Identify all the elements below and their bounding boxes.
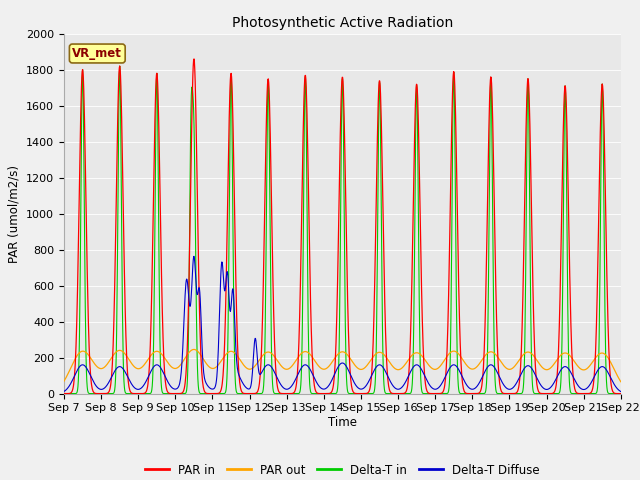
Text: VR_met: VR_met <box>72 47 122 60</box>
X-axis label: Time: Time <box>328 416 357 429</box>
Legend: PAR in, PAR out, Delta-T in, Delta-T Diffuse: PAR in, PAR out, Delta-T in, Delta-T Dif… <box>140 459 545 480</box>
Title: Photosynthetic Active Radiation: Photosynthetic Active Radiation <box>232 16 453 30</box>
Y-axis label: PAR (umol/m2/s): PAR (umol/m2/s) <box>8 165 20 263</box>
